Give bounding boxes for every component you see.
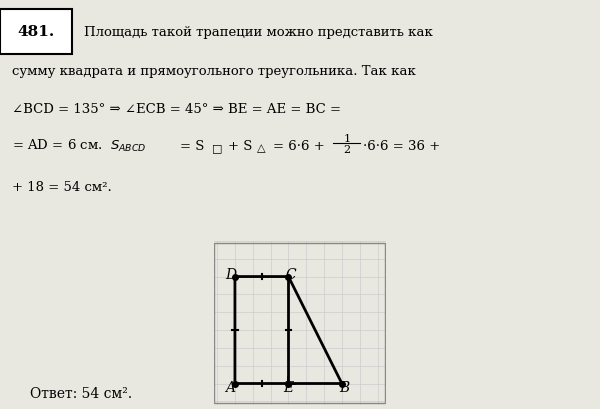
Text: □: □ (212, 143, 222, 153)
FancyBboxPatch shape (0, 9, 72, 54)
Text: сумму квадрата и прямоугольного треугольника. Так как: сумму квадрата и прямоугольного треуголь… (12, 65, 416, 78)
Text: B: B (339, 380, 349, 394)
Text: Ответ: 54 см².: Ответ: 54 см². (30, 386, 132, 400)
Text: △: △ (257, 143, 265, 153)
Text: E: E (283, 380, 293, 394)
Text: D: D (225, 267, 236, 282)
Text: 2: 2 (343, 144, 350, 155)
Text: 481.: 481. (17, 25, 55, 39)
Text: + 18 = 54 см².: + 18 = 54 см². (12, 181, 112, 194)
Text: C: C (286, 267, 296, 282)
Text: A: A (226, 380, 235, 394)
Text: ·6·6 = 36 +: ·6·6 = 36 + (363, 139, 440, 153)
Text: ∠BCD = 135° ⇒ ∠ECB = 45° ⇒ BE = AE = BC =: ∠BCD = 135° ⇒ ∠ECB = 45° ⇒ BE = AE = BC … (12, 103, 341, 116)
Text: + S: + S (228, 139, 253, 153)
Text: Площадь такой трапеции можно представить как: Площадь такой трапеции можно представить… (84, 25, 433, 38)
Text: = AD = 6 см.  $S_{ABCD}$: = AD = 6 см. $S_{ABCD}$ (12, 138, 146, 154)
Text: = 6·6 +: = 6·6 + (273, 139, 325, 153)
Text: 1: 1 (343, 134, 350, 144)
Text: = S: = S (180, 139, 205, 153)
